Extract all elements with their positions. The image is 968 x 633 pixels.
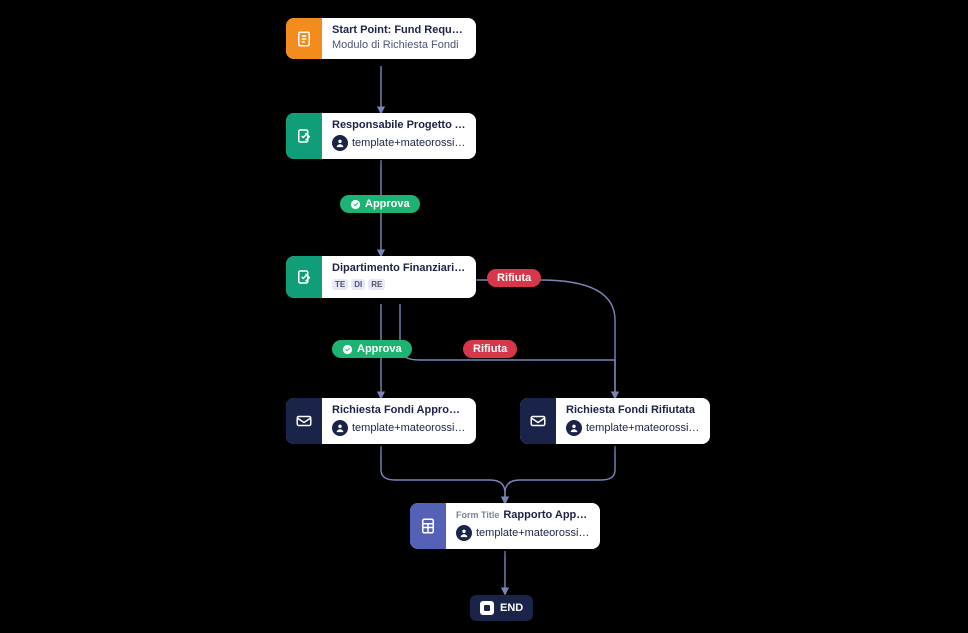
approved-assignee: template+mateorossi…: [332, 420, 466, 436]
rejected-user: template+mateorossi…: [586, 422, 699, 434]
pill-label: Rifiuta: [497, 272, 531, 284]
node-finance-approval[interactable]: Dipartimento Finanziario Ap… TE DI RE: [286, 256, 476, 298]
node-rejected[interactable]: Richiesta Fondi Rifiutata template+mateo…: [520, 398, 710, 444]
approved-user: template+mateorossi…: [352, 422, 465, 434]
rejected-title: Richiesta Fondi Rifiutata: [566, 404, 700, 416]
pill-approve-2[interactable]: Approva: [332, 340, 412, 358]
pm-user: template+mateorossi…: [352, 137, 465, 149]
rejected-assignee: template+mateorossi…: [566, 420, 700, 436]
pill-approve-1[interactable]: Approva: [340, 195, 420, 213]
user-icon: [566, 420, 582, 436]
user-icon: [456, 525, 472, 541]
approved-title: Richiesta Fondi Approvata: [332, 404, 466, 416]
report-title: Rapporto Appr…: [503, 509, 590, 521]
chip: DI: [351, 279, 365, 290]
pm-assignee: template+mateorossi…: [332, 135, 466, 151]
pill-reject-1[interactable]: Rifiuta: [487, 269, 541, 287]
mail-icon: [286, 398, 322, 444]
approval-icon: [286, 113, 322, 159]
start-subtitle: Modulo di Richiesta Fondi: [332, 39, 466, 51]
finance-chips: TE DI RE: [332, 279, 466, 290]
node-end[interactable]: END: [470, 595, 533, 621]
finance-title: Dipartimento Finanziario Ap…: [332, 262, 466, 274]
node-start[interactable]: Start Point: Fund Request Su… Modulo di …: [286, 18, 476, 59]
flow-canvas: Start Point: Fund Request Su… Modulo di …: [0, 0, 968, 633]
user-icon: [332, 420, 348, 436]
node-pm-approval[interactable]: Responsabile Progetto Appr… template+mat…: [286, 113, 476, 159]
chip: TE: [332, 279, 348, 290]
form-label: Form Title: [456, 510, 499, 520]
report-user: template+mateorossi…: [476, 527, 589, 539]
node-report[interactable]: Form Title Rapporto Appr… template+mateo…: [410, 503, 600, 549]
end-label: END: [500, 602, 523, 614]
pill-label: Approva: [365, 198, 410, 210]
pill-reject-2[interactable]: Rifiuta: [463, 340, 517, 358]
pill-label: Approva: [357, 343, 402, 355]
pm-title: Responsabile Progetto Appr…: [332, 119, 466, 131]
pill-label: Rifiuta: [473, 343, 507, 355]
user-icon: [332, 135, 348, 151]
start-icon: [286, 18, 322, 59]
report-assignee: template+mateorossi…: [456, 525, 590, 541]
node-approved[interactable]: Richiesta Fondi Approvata template+mateo…: [286, 398, 476, 444]
chip: RE: [368, 279, 385, 290]
start-title: Start Point: Fund Request Su…: [332, 24, 466, 36]
approval-icon: [286, 256, 322, 298]
form-icon: [410, 503, 446, 549]
stop-icon: [480, 601, 494, 615]
mail-icon: [520, 398, 556, 444]
